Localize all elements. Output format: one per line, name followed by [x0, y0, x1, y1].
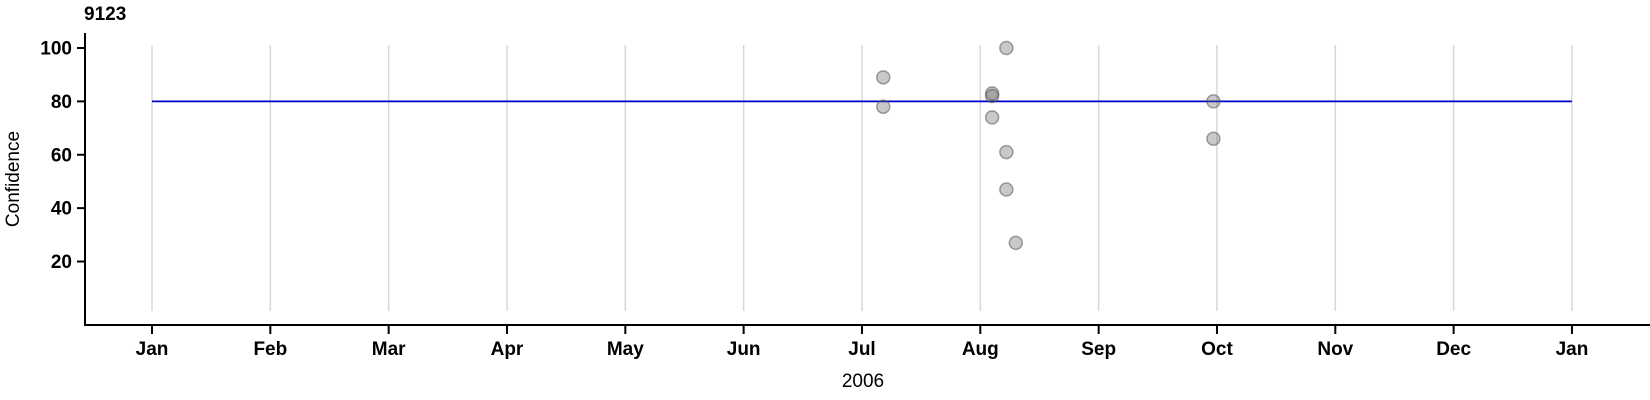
x-tick-label: Aug — [962, 339, 999, 360]
y-axis-label: Confidence — [3, 130, 24, 228]
x-tick-label: Apr — [491, 339, 524, 360]
chart-title: 9123 — [84, 4, 127, 25]
y-tick-label: 40 — [51, 199, 72, 220]
data-point — [984, 88, 1000, 104]
data-point — [1206, 94, 1221, 109]
data-point — [984, 110, 1000, 125]
y-tick-label: 60 — [51, 145, 72, 166]
data-point — [999, 40, 1014, 56]
x-tick-label: Nov — [1317, 339, 1353, 360]
data-point — [999, 144, 1014, 160]
x-tick-label: Jan — [136, 339, 169, 360]
x-axis-year-label: 2006 — [841, 371, 885, 392]
y-tick-label: 80 — [51, 92, 72, 113]
data-point — [999, 182, 1014, 197]
y-tick-label: 100 — [40, 39, 72, 60]
x-tick-label: Jun — [727, 339, 761, 360]
x-tick-label: Mar — [372, 339, 406, 360]
x-tick-label: Oct — [1201, 339, 1233, 360]
data-point — [1008, 235, 1024, 251]
x-tick-label: May — [607, 339, 644, 360]
x-tick-label: Dec — [1436, 339, 1471, 360]
data-point — [876, 70, 891, 85]
y-tick-label: 20 — [51, 252, 72, 273]
data-point — [1206, 131, 1221, 146]
data-point — [876, 99, 891, 114]
x-tick-label: Sep — [1081, 339, 1116, 360]
x-tick-label: Jan — [1556, 339, 1589, 360]
x-tick-label: Jul — [848, 339, 875, 360]
x-tick-label: Feb — [253, 339, 287, 360]
